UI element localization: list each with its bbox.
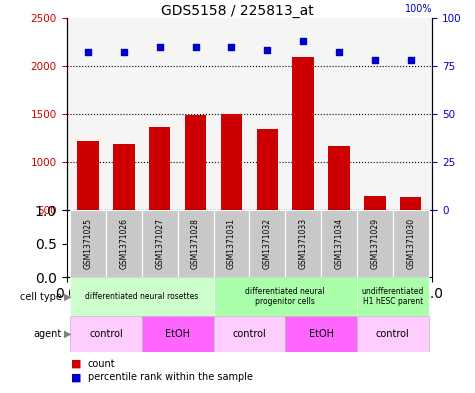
Text: control: control — [376, 329, 409, 339]
Point — [120, 49, 128, 55]
Text: differentiated neural
progenitor cells: differentiated neural progenitor cells — [246, 287, 325, 307]
Bar — [256, 129, 278, 210]
Bar — [400, 197, 421, 210]
Text: 100%: 100% — [405, 4, 432, 14]
Bar — [77, 141, 99, 210]
Point — [228, 43, 235, 50]
Bar — [285, 316, 357, 352]
Bar — [293, 57, 314, 210]
Point — [192, 43, 200, 50]
Point — [299, 38, 307, 44]
Bar — [214, 316, 285, 352]
Bar — [178, 210, 214, 277]
Point — [371, 57, 379, 63]
Text: cell type: cell type — [20, 292, 62, 302]
Bar — [221, 114, 242, 210]
Text: GDS5158 / 225813_at: GDS5158 / 225813_at — [161, 4, 314, 18]
Text: ■: ■ — [71, 358, 82, 369]
Text: GSM1371027: GSM1371027 — [155, 218, 164, 269]
Point — [407, 57, 415, 63]
Text: GSM1371029: GSM1371029 — [370, 218, 380, 269]
Bar — [185, 115, 206, 210]
Bar — [214, 277, 357, 316]
Bar — [357, 210, 393, 277]
Bar — [142, 210, 178, 277]
Bar — [357, 277, 428, 316]
Bar — [364, 196, 386, 210]
Bar — [328, 146, 350, 210]
Text: control: control — [232, 329, 266, 339]
Text: control: control — [89, 329, 123, 339]
Bar — [70, 316, 142, 352]
Text: GSM1371028: GSM1371028 — [191, 218, 200, 269]
Bar — [285, 210, 321, 277]
Text: percentile rank within the sample: percentile rank within the sample — [88, 372, 253, 382]
Bar — [70, 277, 214, 316]
Text: undifferentiated
H1 hESC parent: undifferentiated H1 hESC parent — [361, 287, 424, 307]
Text: GSM1371026: GSM1371026 — [119, 218, 128, 269]
Text: differentiated neural rosettes: differentiated neural rosettes — [85, 292, 199, 301]
Bar — [149, 127, 171, 210]
Text: GSM1371031: GSM1371031 — [227, 218, 236, 269]
Point — [156, 43, 163, 50]
Text: count: count — [88, 358, 115, 369]
Point — [84, 49, 92, 55]
Text: ▶: ▶ — [64, 292, 72, 302]
Point — [264, 47, 271, 53]
Bar — [357, 316, 428, 352]
Bar — [214, 210, 249, 277]
Text: ■: ■ — [71, 372, 82, 382]
Text: GSM1371034: GSM1371034 — [334, 218, 343, 269]
Text: GSM1371025: GSM1371025 — [84, 218, 93, 269]
Point — [335, 49, 343, 55]
Text: GSM1371032: GSM1371032 — [263, 218, 272, 269]
Text: GSM1371033: GSM1371033 — [299, 218, 308, 269]
Bar — [113, 144, 134, 210]
Bar — [106, 210, 142, 277]
Bar — [249, 210, 285, 277]
Text: ▶: ▶ — [64, 329, 72, 339]
Text: EtOH: EtOH — [165, 329, 190, 339]
Bar — [70, 210, 106, 277]
Text: agent: agent — [34, 329, 62, 339]
Bar — [142, 316, 214, 352]
Bar — [393, 210, 428, 277]
Text: GSM1371030: GSM1371030 — [406, 218, 415, 269]
Text: EtOH: EtOH — [309, 329, 333, 339]
Bar — [321, 210, 357, 277]
